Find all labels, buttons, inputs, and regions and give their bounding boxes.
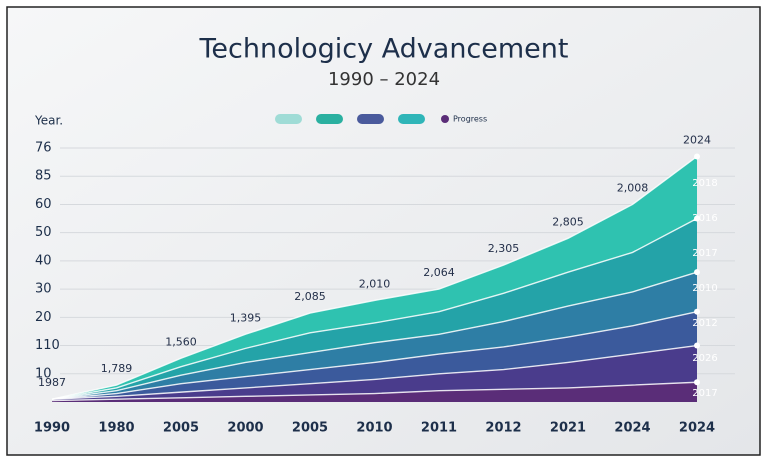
end-dot	[694, 342, 700, 349]
legend-label: Progress	[453, 115, 487, 124]
end-label: 2010	[692, 283, 717, 294]
point-label: 2,085	[294, 290, 326, 303]
y-tick-label: 30	[35, 282, 52, 297]
legend-dot	[441, 115, 449, 123]
legend-swatch	[357, 114, 384, 124]
area-edge	[51, 381, 698, 402]
point-label: 2024	[683, 133, 711, 146]
end-dot	[694, 269, 700, 276]
point-label: 2,008	[617, 181, 649, 194]
end-dot	[694, 215, 700, 222]
x-tick-label: 1980	[98, 421, 134, 436]
x-tick-label: 2005	[292, 421, 328, 436]
x-tick-label: 2011	[421, 421, 457, 436]
legend-swatch	[316, 114, 343, 124]
y-tick-label: 76	[35, 141, 52, 156]
area	[52, 382, 697, 402]
y-tick-label: 40	[35, 253, 52, 268]
end-label: 2012	[692, 318, 717, 329]
x-tick-label: 2021	[550, 421, 586, 436]
end-label: 2026	[692, 353, 717, 364]
area-edge	[51, 344, 698, 400]
y-tick-label: 10	[35, 366, 52, 381]
x-tick-label: 2010	[356, 421, 392, 436]
area	[52, 272, 697, 400]
area-edge	[51, 271, 698, 400]
y-tick-label: 85	[35, 169, 52, 184]
end-dot	[694, 153, 700, 160]
legend-swatch	[398, 114, 425, 124]
area-edge	[51, 217, 698, 400]
point-label: 2,305	[488, 242, 520, 255]
point-label: 2,010	[359, 277, 391, 290]
area-edge	[51, 311, 698, 400]
y-tick-label: 50	[35, 225, 52, 240]
x-tick-label: 2005	[163, 421, 199, 436]
chart-title: Technologicy Advancement	[198, 34, 568, 65]
x-tick-label: 2024	[679, 421, 715, 436]
area	[52, 345, 697, 401]
y-tick-label: 20	[35, 310, 52, 325]
end-label: 2017	[692, 388, 717, 399]
x-tick-label: 2012	[485, 421, 521, 436]
point-label: 2,805	[552, 215, 584, 228]
area-edge	[51, 155, 698, 400]
chart-subtitle: 1990 – 2024	[328, 69, 440, 90]
x-tick-label: 2024	[614, 421, 650, 436]
end-label: 2018	[692, 178, 717, 189]
y-tick-label: 60	[35, 197, 52, 212]
legend: Progress	[275, 114, 487, 124]
point-label: 1,789	[101, 362, 133, 375]
area	[52, 311, 697, 400]
point-label: 2,064	[423, 266, 455, 279]
point-label: 1987	[38, 376, 66, 389]
end-dot	[694, 379, 700, 386]
point-label: 1,395	[230, 311, 262, 324]
y-axis-label: Year.	[34, 114, 63, 128]
x-tick-label: 2000	[227, 421, 263, 436]
end-label: 2017	[692, 248, 717, 259]
end-dot	[694, 308, 700, 315]
y-tick-label: 110	[35, 338, 60, 353]
legend-swatch	[275, 114, 302, 124]
x-tick-label: 1990	[34, 421, 70, 436]
end-label: 2016	[692, 213, 717, 224]
point-label: 1,560	[165, 335, 197, 348]
